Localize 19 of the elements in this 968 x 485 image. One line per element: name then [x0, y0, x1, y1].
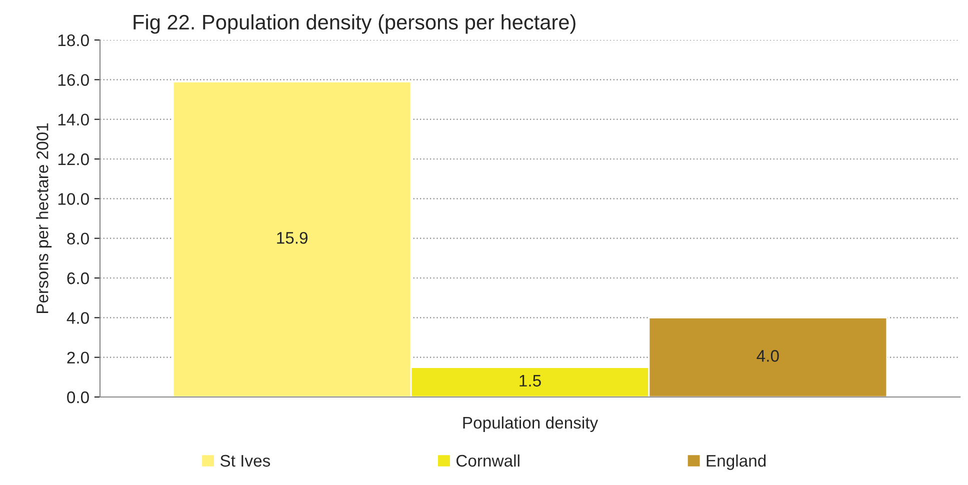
data-label: 1.5	[520, 374, 541, 387]
y-tick-label: 14.0	[58, 114, 89, 126]
chart-title: Fig 22. Population density (persons per hectare)	[134, 14, 576, 34]
legend-label: St Ives	[220, 454, 270, 467]
y-axis-title: Persons per hectare 2001	[36, 123, 52, 314]
y-tick-label: 18.0	[58, 34, 89, 46]
legend-label: Cornwall	[456, 454, 520, 467]
y-tick-label: 10.0	[58, 193, 89, 205]
y-tick-label: 0.0	[67, 391, 89, 404]
x-tick-label: Population density	[463, 416, 598, 432]
y-tick-label: 16.0	[58, 74, 89, 86]
data-label: 15.9	[277, 232, 308, 244]
y-tick-label: 8.0	[67, 232, 89, 245]
data-label: 4.0	[756, 350, 779, 362]
y-tick-label: 12.0	[58, 153, 89, 166]
legend-label: England	[706, 454, 766, 470]
y-tick-label: 2.0	[67, 352, 89, 364]
y-tick-label: 4.0	[66, 312, 89, 324]
y-tick-label: 6.0	[67, 272, 89, 284]
